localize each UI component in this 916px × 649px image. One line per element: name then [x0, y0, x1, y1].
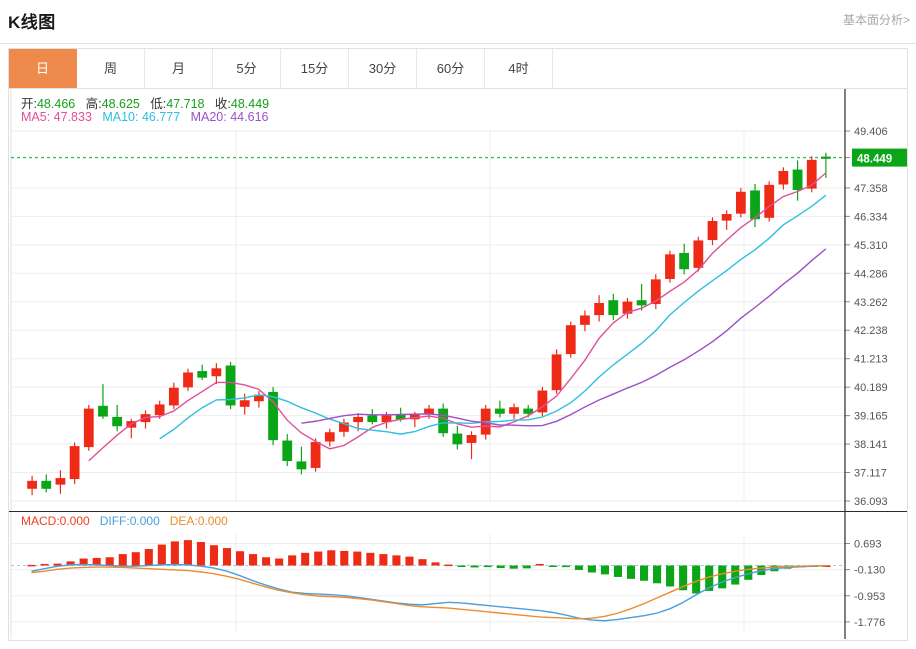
high-label: 高:	[85, 97, 102, 111]
ma5-value: 47.833	[53, 110, 92, 124]
svg-text:40.189: 40.189	[854, 382, 888, 394]
page-title: K线图	[8, 13, 56, 32]
svg-text:-0.130: -0.130	[854, 565, 885, 577]
open-label: 开:	[21, 97, 37, 111]
diff-label: DIFF:	[99, 514, 130, 528]
tabbar-filler	[553, 49, 907, 88]
svg-text:43.262: 43.262	[854, 297, 888, 309]
close-label: 收:	[214, 97, 231, 111]
tab-5[interactable]: 30分	[349, 49, 417, 88]
tab-7[interactable]: 4时	[485, 49, 553, 88]
ma5-label: MA5:	[21, 110, 51, 124]
price-candlestick-chart[interactable]: 49.406 48.449 47.358 46.334 45.310 44.286 43.2…	[9, 89, 907, 511]
svg-text:-1.776: -1.776	[854, 617, 885, 629]
macd-readout: MACD:0.000 DIFF:0.000 DEA:0.000	[21, 514, 228, 528]
svg-text:46.334: 46.334	[854, 211, 888, 223]
svg-text:37.117: 37.117	[854, 468, 887, 480]
svg-text:41.213: 41.213	[854, 354, 888, 366]
svg-text:42.238: 42.238	[854, 325, 888, 337]
dea-label: DEA:	[169, 514, 198, 528]
svg-text:0.693: 0.693	[854, 539, 882, 551]
svg-text:47.358: 47.358	[854, 183, 888, 195]
diff-value: 0.000	[129, 514, 160, 528]
chart-container: 开:48.466 高:48.625 低:47.718 收:48.449 MA5:…	[8, 89, 908, 641]
dea-value: 0.000	[197, 514, 228, 528]
tab-1[interactable]: 周	[77, 49, 145, 88]
tab-3[interactable]: 5分	[213, 49, 281, 88]
tab-6[interactable]: 60分	[417, 49, 485, 88]
svg-text:45.310: 45.310	[854, 240, 888, 252]
macd-indicator-chart[interactable]: 0.693 -0.130 -0.953 -1.776	[9, 512, 907, 639]
low-value: 47.718	[166, 97, 205, 111]
ma-readout: MA5: 47.833 MA10: 46.777 MA20: 44.616	[21, 110, 268, 124]
ma10-value: 46.777	[141, 110, 181, 124]
timeframe-tabbar: 日周月 5分 15分 30分 60分 4时	[8, 48, 908, 89]
high-value: 48.625	[101, 97, 140, 111]
svg-text:39.165: 39.165	[854, 411, 888, 423]
low-label: 低:	[150, 97, 167, 111]
fundamental-analysis-link[interactable]: 基本面分析>	[842, 13, 910, 27]
ma10-label: MA10:	[102, 110, 139, 124]
svg-text:38.141: 38.141	[854, 439, 888, 451]
close-value: 48.449	[230, 97, 270, 111]
tab-2[interactable]: 月	[145, 49, 213, 88]
macd-value: 0.000	[59, 514, 90, 528]
svg-text:36.093: 36.093	[854, 496, 888, 508]
macd-panel: MACD:0.000 DIFF:0.000 DEA:0.000 0.693 -0.…	[9, 511, 907, 639]
tab-0[interactable]: 日	[9, 49, 77, 88]
svg-text:44.286: 44.286	[854, 268, 888, 280]
tab-4[interactable]: 15分	[281, 49, 349, 88]
svg-text:-0.953: -0.953	[854, 591, 885, 603]
open-value: 48.466	[36, 97, 76, 111]
ma20-label: MA20:	[190, 110, 227, 124]
macd-label: MACD:	[21, 514, 60, 528]
ohlc-readout: 开:48.466 高:48.625 低:47.718 收:48.449	[21, 93, 269, 112]
page-header: K线图 基本面分析>	[0, 0, 916, 44]
svg-text:48.449: 48.449	[857, 154, 892, 166]
ma20-value: 44.616	[230, 110, 269, 124]
svg-text:49.406: 49.406	[854, 126, 888, 138]
